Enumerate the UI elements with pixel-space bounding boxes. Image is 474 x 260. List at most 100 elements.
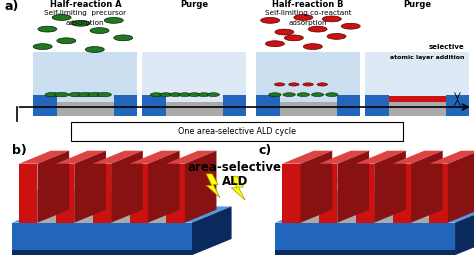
Bar [142,95,166,116]
Circle shape [169,93,182,96]
Bar [166,102,223,116]
Bar [337,190,356,223]
Bar [365,53,469,116]
Circle shape [78,93,92,97]
Text: Purge: Purge [403,0,431,9]
Polygon shape [337,151,369,223]
Polygon shape [356,151,406,164]
Bar [71,122,403,141]
Circle shape [283,93,295,96]
Circle shape [45,93,59,97]
Text: b): b) [12,144,27,157]
Circle shape [33,44,52,49]
Bar [256,53,360,116]
Bar [365,95,389,116]
Bar [374,190,392,223]
Circle shape [38,26,57,32]
Bar [37,190,56,223]
Polygon shape [411,177,461,190]
Circle shape [97,93,111,97]
Polygon shape [12,206,232,223]
Circle shape [188,93,201,96]
Polygon shape [74,177,124,190]
Circle shape [327,34,346,39]
Circle shape [55,93,69,97]
Circle shape [322,16,341,22]
Polygon shape [282,151,332,164]
Text: area-selective: area-selective [188,161,282,174]
Bar [56,164,74,223]
Circle shape [284,35,303,41]
Circle shape [90,28,109,34]
Circle shape [269,93,281,96]
Circle shape [150,93,163,96]
Circle shape [88,93,102,97]
Bar [111,190,129,223]
Text: Half-reaction A: Half-reaction A [49,0,121,9]
Polygon shape [111,177,161,190]
Bar [166,164,185,223]
Bar [74,190,93,223]
Polygon shape [374,151,406,223]
Polygon shape [148,151,180,223]
Circle shape [303,44,322,49]
Circle shape [71,20,90,26]
Circle shape [341,23,360,29]
Polygon shape [206,174,220,198]
Text: Half-reaction B: Half-reaction B [273,0,344,9]
Polygon shape [337,177,387,190]
Polygon shape [411,151,443,223]
Circle shape [274,83,285,86]
Circle shape [308,26,327,32]
Text: Self-limiting  precursor: Self-limiting precursor [44,10,127,16]
Circle shape [303,83,313,86]
Text: c): c) [258,144,272,157]
Polygon shape [301,151,332,223]
Circle shape [311,93,324,96]
Circle shape [160,93,172,96]
Polygon shape [111,151,143,223]
Text: One area-selective ALD cycle: One area-selective ALD cycle [178,127,296,136]
Circle shape [275,29,294,35]
Circle shape [207,93,219,96]
Bar [356,164,374,223]
Text: atomic layer addition: atomic layer addition [390,55,465,60]
Bar [93,164,111,223]
Text: adsorption: adsorption [66,20,105,26]
Polygon shape [301,177,351,190]
Circle shape [294,15,313,20]
Circle shape [52,15,71,20]
Bar [33,53,137,116]
Polygon shape [129,151,180,164]
Circle shape [104,17,123,23]
Bar [282,164,301,223]
Bar [446,95,469,116]
Circle shape [261,17,280,23]
Bar [33,95,57,116]
Polygon shape [74,151,106,223]
Bar [429,164,448,223]
Bar [142,53,246,116]
Bar [301,190,319,223]
Circle shape [69,93,83,97]
Polygon shape [275,206,474,223]
Bar [12,223,192,255]
Bar [389,102,446,116]
Polygon shape [448,151,474,223]
Text: Self-limiting co-reactant: Self-limiting co-reactant [265,10,351,16]
Circle shape [57,38,76,44]
Polygon shape [429,151,474,164]
Polygon shape [455,206,474,255]
Bar [223,95,246,116]
Circle shape [114,35,133,41]
Bar [256,95,280,116]
Polygon shape [392,151,443,164]
Text: adsorption: adsorption [289,20,328,26]
Circle shape [85,47,104,53]
Bar [19,164,37,223]
Polygon shape [37,151,69,223]
Polygon shape [148,177,198,190]
Polygon shape [19,151,69,164]
Circle shape [179,93,191,96]
Bar [319,164,337,223]
